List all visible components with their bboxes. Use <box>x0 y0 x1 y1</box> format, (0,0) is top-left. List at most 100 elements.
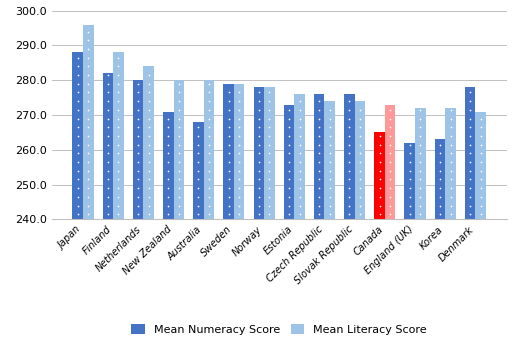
Point <box>224 133 233 139</box>
Point <box>205 203 213 209</box>
Point <box>285 150 293 156</box>
Point <box>477 150 485 156</box>
Point <box>114 203 123 209</box>
Point <box>326 159 334 165</box>
Point <box>144 81 153 87</box>
Point <box>164 150 172 156</box>
Point <box>295 177 303 182</box>
Point <box>356 159 364 165</box>
Point <box>104 177 112 182</box>
Point <box>375 159 384 165</box>
Point <box>416 142 424 148</box>
Point <box>84 90 93 95</box>
Point <box>315 203 323 209</box>
Point <box>285 124 293 130</box>
Point <box>345 124 354 130</box>
Point <box>295 133 303 139</box>
Point <box>255 98 263 104</box>
Point <box>235 150 244 156</box>
Bar <box>113 52 124 219</box>
Point <box>375 177 384 182</box>
Point <box>114 55 123 61</box>
Point <box>315 185 323 191</box>
Point <box>134 159 142 165</box>
Point <box>477 116 485 121</box>
Point <box>477 177 485 182</box>
Point <box>356 116 364 121</box>
Point <box>175 168 183 173</box>
Point <box>164 203 172 209</box>
Point <box>164 159 172 165</box>
Point <box>164 177 172 182</box>
Point <box>345 150 354 156</box>
Point <box>446 142 454 148</box>
Point <box>84 63 93 69</box>
Point <box>194 185 203 191</box>
Point <box>73 185 82 191</box>
Point <box>315 168 323 173</box>
Point <box>285 185 293 191</box>
Point <box>104 133 112 139</box>
Point <box>255 203 263 209</box>
Point <box>477 194 485 200</box>
Point <box>84 107 93 113</box>
Point <box>205 90 213 95</box>
Point <box>265 116 273 121</box>
Point <box>326 185 334 191</box>
Bar <box>83 24 94 219</box>
Point <box>466 107 474 113</box>
Point <box>84 203 93 209</box>
Point <box>235 133 244 139</box>
Point <box>315 177 323 182</box>
Point <box>84 142 93 148</box>
Point <box>386 150 394 156</box>
Point <box>285 177 293 182</box>
Point <box>194 159 203 165</box>
Point <box>326 194 334 200</box>
Point <box>285 107 293 113</box>
Point <box>326 211 334 217</box>
Point <box>477 211 485 217</box>
Point <box>104 150 112 156</box>
Point <box>375 185 384 191</box>
Bar <box>294 94 305 219</box>
Point <box>265 124 273 130</box>
Point <box>356 107 364 113</box>
Point <box>84 72 93 78</box>
Point <box>295 150 303 156</box>
Point <box>144 185 153 191</box>
Point <box>235 194 244 200</box>
Point <box>255 116 263 121</box>
Point <box>295 124 303 130</box>
Point <box>345 142 354 148</box>
Point <box>477 124 485 130</box>
Point <box>235 116 244 121</box>
Point <box>104 142 112 148</box>
Point <box>295 211 303 217</box>
Point <box>315 124 323 130</box>
Bar <box>193 122 204 219</box>
Point <box>224 90 233 95</box>
Bar <box>223 84 234 219</box>
Point <box>285 116 293 121</box>
Point <box>345 98 354 104</box>
Point <box>265 185 273 191</box>
Point <box>255 159 263 165</box>
Point <box>224 98 233 104</box>
Point <box>104 211 112 217</box>
Point <box>104 124 112 130</box>
Point <box>205 81 213 87</box>
Point <box>175 194 183 200</box>
Point <box>194 142 203 148</box>
Point <box>446 133 454 139</box>
Point <box>466 194 474 200</box>
Point <box>224 211 233 217</box>
Point <box>164 124 172 130</box>
Point <box>356 150 364 156</box>
Point <box>255 185 263 191</box>
Point <box>235 124 244 130</box>
Point <box>144 194 153 200</box>
Bar <box>204 80 214 219</box>
Point <box>175 185 183 191</box>
Point <box>205 116 213 121</box>
